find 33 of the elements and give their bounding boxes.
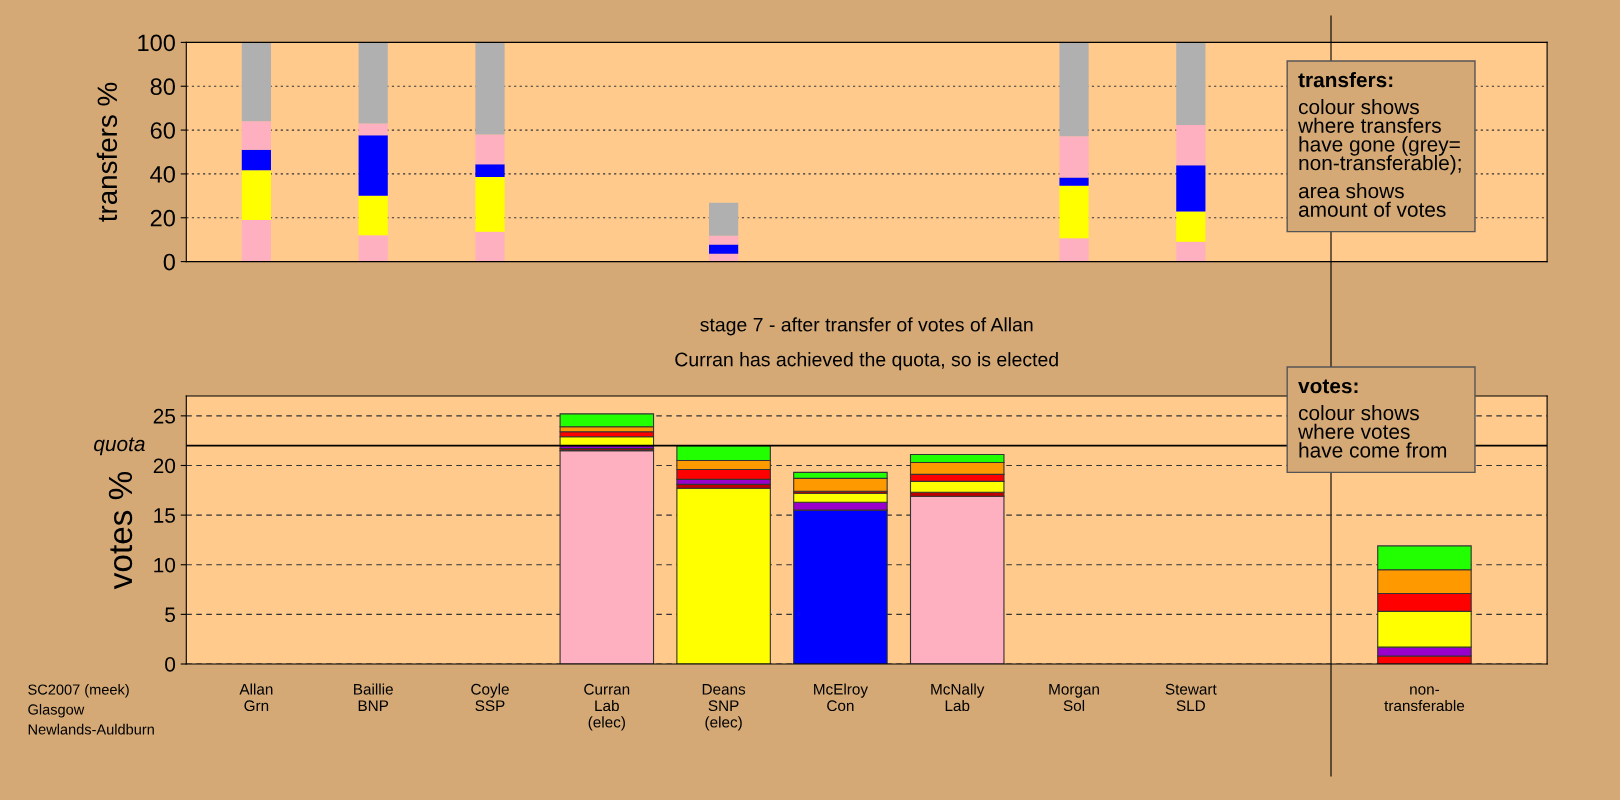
x-tick-label: Deans SNP (elec) xyxy=(702,684,746,731)
y-tick-label: 10 xyxy=(154,557,176,573)
x-tick-label: Curran Lab (elec) xyxy=(584,683,630,731)
y-axis-title: votes % xyxy=(108,471,133,590)
y-tick-label: 20 xyxy=(150,209,175,227)
y-tick-label: 20 xyxy=(153,458,176,474)
x-tick-label: non- transferable xyxy=(1384,686,1465,712)
y-tick-label: 0 xyxy=(165,657,176,672)
text: SC2007 (meek) Glasgow Newlands-Auldburn xyxy=(28,684,154,735)
x-tick-label: Allan Grn xyxy=(239,683,273,712)
chart-subtitle: Curran has achieved the quota, so is elected xyxy=(675,352,1058,371)
y-tick-label: 60 xyxy=(150,122,175,139)
y-tick-label: 25 xyxy=(153,408,176,424)
x-tick-label: Stewart SLD xyxy=(1165,683,1217,712)
y-tick-label: 40 xyxy=(150,165,175,183)
annotation: colour shows where transfers have gone (grey= non-transferable); xyxy=(1298,98,1461,175)
x-tick-label: McNally Lab xyxy=(931,683,985,712)
y-tick-label: 0 xyxy=(163,253,175,271)
y-tick-label: 100 xyxy=(138,34,175,52)
y-tick-label: 15 xyxy=(154,508,176,523)
annotation: transfers: xyxy=(1298,71,1393,88)
y-tick-label: 5 xyxy=(165,607,176,623)
y-tick-label: 80 xyxy=(150,78,175,96)
y-axis-title: transfers % xyxy=(96,82,118,222)
chart-title: stage 7 - after transfer of votes of Allan xyxy=(700,317,1033,336)
annotation: colour shows where votes have come from xyxy=(1298,405,1447,458)
annotation: area shows amount of votes xyxy=(1298,182,1446,217)
x-tick-label: McElroy Con xyxy=(814,683,868,712)
text: votes: xyxy=(1298,379,1358,394)
x-tick-label: Baillie BNP xyxy=(354,683,393,711)
x-tick-label: Coyle SSP xyxy=(471,683,509,712)
ref-line-label: quota xyxy=(94,437,145,456)
x-tick-label: Morgan Sol xyxy=(1049,684,1099,712)
